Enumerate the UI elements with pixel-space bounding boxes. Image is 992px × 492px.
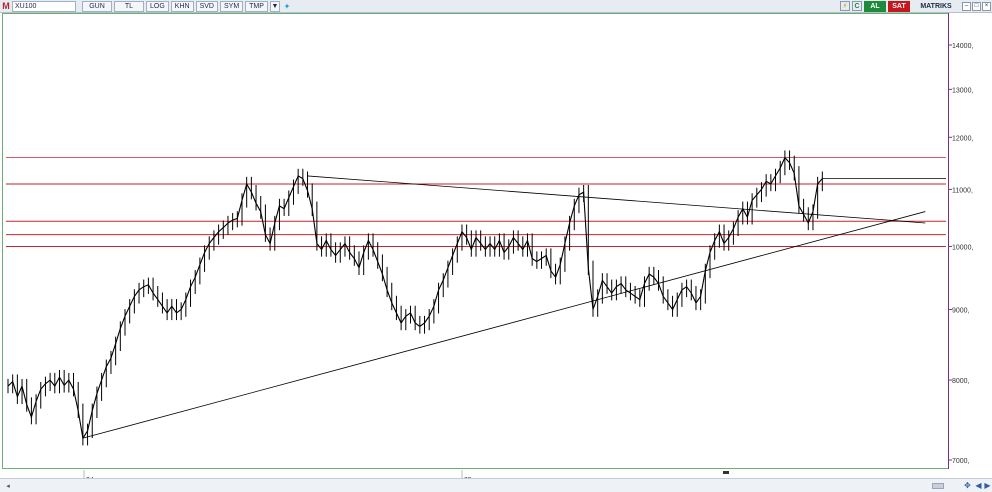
toolbar: M XU100 GUN TL LOG KHN SVD SYM TMP ▼ ✦ ⚡… bbox=[0, 0, 992, 13]
x-tick-label: 24 bbox=[86, 477, 94, 478]
chevron-down-icon[interactable]: ▼ bbox=[269, 0, 280, 12]
pan-icon[interactable]: ✥ bbox=[964, 481, 971, 490]
y-tick-label: 14000, bbox=[952, 43, 973, 50]
cursor-marker bbox=[723, 471, 729, 474]
x-axis-ticks: 24 25 bbox=[83, 470, 729, 478]
y-tick-label: 10000, bbox=[952, 244, 973, 251]
y-tick-label: 8000, bbox=[952, 378, 970, 385]
buy-button[interactable]: AL bbox=[864, 0, 886, 12]
app-logo[interactable]: M bbox=[2, 1, 10, 11]
scroll-left-icon[interactable]: ◂ bbox=[6, 483, 10, 490]
period-button[interactable]: GUN bbox=[82, 0, 112, 12]
price-chart[interactable]: 14000, 13000, 12000, 11000, 10000, 9000, 8000,… bbox=[0, 0, 992, 478]
horizontal-scrollbar[interactable]: ◂ ✥ ◀ ▶ bbox=[0, 478, 992, 492]
minimize-icon[interactable]: – bbox=[962, 1, 971, 11]
price-axis[interactable] bbox=[948, 13, 992, 469]
khn-button[interactable]: KHN bbox=[170, 0, 194, 12]
log-scale-button[interactable]: LOG bbox=[146, 0, 169, 12]
template-button[interactable]: TMP bbox=[245, 0, 268, 12]
bird-icon[interactable]: ✦ bbox=[283, 1, 291, 11]
currency-button[interactable]: TL bbox=[114, 0, 144, 12]
y-tick-label: 11000, bbox=[952, 187, 973, 194]
close-icon[interactable]: × bbox=[982, 1, 991, 11]
price-series bbox=[7, 150, 823, 446]
c-icon[interactable]: C bbox=[852, 1, 862, 11]
restore-icon[interactable]: □ bbox=[972, 1, 981, 11]
y-tick-label: 9000, bbox=[952, 308, 970, 315]
back-icon[interactable]: ◀ bbox=[975, 481, 982, 490]
trendlines bbox=[82, 175, 946, 439]
x-tick-label: 25 bbox=[464, 477, 472, 478]
y-tick-label: 7000, bbox=[952, 458, 970, 465]
svd-button[interactable]: SVD bbox=[195, 0, 218, 12]
trendline bbox=[307, 175, 926, 224]
brand-label: MATRIKS bbox=[920, 2, 952, 10]
scroll-thumb[interactable] bbox=[932, 483, 944, 489]
y-tick-label: 12000, bbox=[952, 135, 973, 142]
symbol-input[interactable]: XU100 bbox=[12, 0, 76, 12]
plot-area[interactable] bbox=[2, 13, 948, 469]
forward-icon[interactable]: ▶ bbox=[984, 481, 991, 490]
y-tick-label: 13000, bbox=[952, 87, 973, 94]
y-axis-ticks: 14000, 13000, 12000, 11000, 10000, 9000, 8000,… bbox=[948, 43, 973, 465]
toolbar-right: ⚡ C AL SAT MATRIKS – □ × bbox=[840, 0, 992, 12]
sell-button[interactable]: SAT bbox=[888, 0, 910, 12]
lightning-icon[interactable]: ⚡ bbox=[840, 1, 850, 11]
sym-button[interactable]: SYM bbox=[219, 0, 244, 12]
trendline bbox=[82, 211, 926, 439]
